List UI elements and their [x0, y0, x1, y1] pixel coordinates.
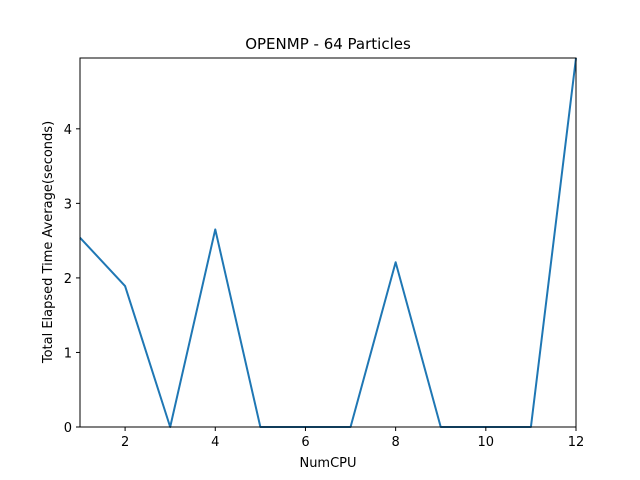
x-tick-label: 4 [211, 435, 219, 450]
x-tick-label: 2 [121, 435, 129, 450]
x-tick-label: 12 [568, 435, 585, 450]
y-tick-label: 2 [64, 272, 72, 287]
x-axis-ticks: 2 4 6 8 10 12 [121, 427, 584, 450]
x-axis-title: NumCPU [299, 456, 356, 471]
y-tick-label: 0 [64, 421, 72, 436]
x-tick-label: 6 [301, 435, 309, 450]
plot-frame [79, 57, 577, 428]
y-axis-ticks: 0 1 2 3 4 [64, 123, 80, 436]
y-tick-label: 1 [64, 346, 72, 361]
y-tick-label: 4 [64, 123, 72, 138]
series-line [79, 57, 577, 428]
chart-title: OPENMP - 64 Particles [245, 35, 411, 53]
x-tick-label: 8 [391, 435, 399, 450]
plot-area [79, 57, 577, 428]
y-tick-label: 3 [64, 197, 72, 212]
x-tick-label: 10 [478, 435, 495, 450]
y-axis-title: Total Elapsed Time Average(seconds) [41, 121, 56, 364]
